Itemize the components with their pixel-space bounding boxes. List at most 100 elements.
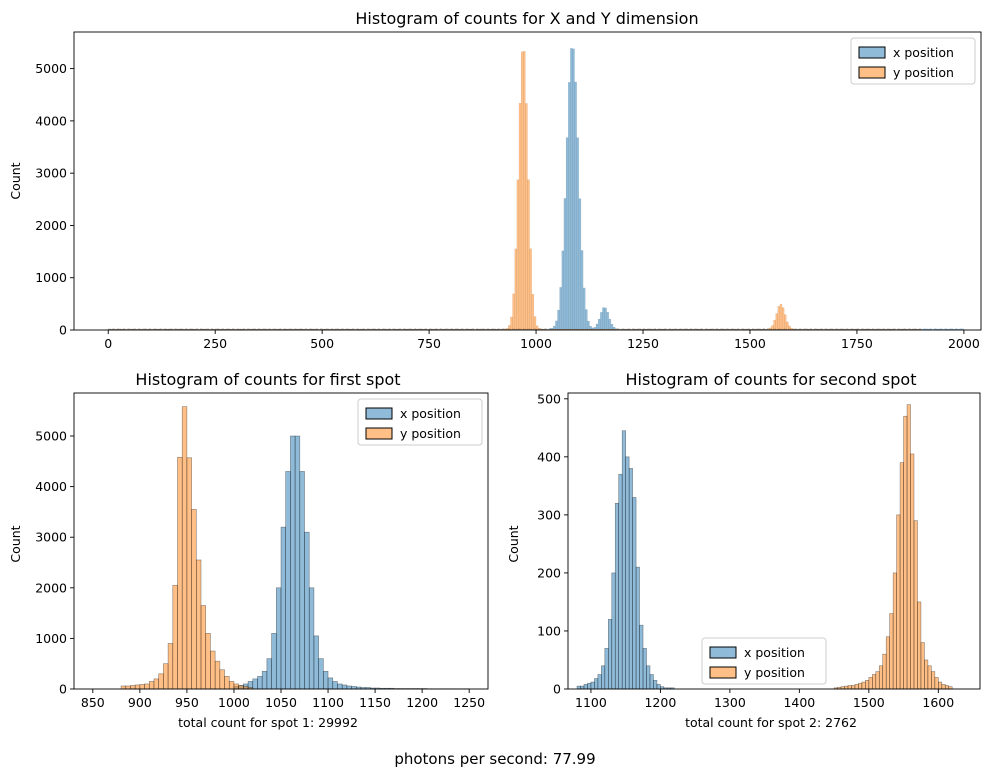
legend-label: y position [744, 665, 805, 680]
y-position-bar [210, 651, 215, 689]
x-tick-label: 1500 [853, 695, 885, 710]
legend-label: y position [893, 65, 954, 80]
x-position-bar [598, 674, 601, 689]
y-position-bar [530, 249, 532, 330]
x-position-bar [309, 588, 314, 689]
x-position-bar [305, 532, 310, 689]
x-position-bar [328, 678, 333, 689]
x-position-bar [594, 679, 597, 689]
x-axis-label: total count for spot 1: 29992 [178, 715, 358, 730]
y-position-bar [945, 686, 948, 689]
y-position-bar [911, 454, 914, 689]
legend: x position y position [851, 38, 975, 84]
y-position-bar [848, 686, 851, 689]
y-position-bar [187, 458, 192, 689]
x-tick-label: 1400 [783, 695, 815, 710]
y-position-bar [126, 686, 131, 689]
y-position-bar [178, 457, 183, 689]
x-axis-label: total count for spot 2: 2762 [685, 715, 857, 730]
y-position-bar [890, 614, 893, 689]
y-position-bar [855, 684, 858, 689]
y-position-legend-swatch [710, 667, 736, 678]
y-position-bar [145, 684, 150, 689]
x-position-bar [584, 684, 587, 689]
chart-title: Histogram of counts for first spot [135, 370, 400, 389]
x-tick-label: 1200 [406, 695, 438, 710]
x-position-bar [333, 681, 338, 689]
y-position-bar [782, 308, 784, 330]
y-position-bar [879, 666, 882, 689]
x-position-bar [647, 666, 650, 689]
y-position-bar [168, 643, 173, 689]
x-tick-label: 750 [417, 336, 441, 351]
x-position-bar [608, 619, 611, 689]
legend-label: x position [400, 406, 461, 421]
chart-xy-dimension: Histogram of counts for X and Y dimensio… [8, 9, 981, 351]
x-position-bar [605, 648, 608, 689]
x-tick-label: 1300 [714, 695, 746, 710]
chart-first-spot: Histogram of counts for first spot 850 90… [8, 370, 488, 730]
y-position-bar [225, 676, 230, 689]
histogram-bars [121, 407, 469, 689]
y-position-bar [921, 643, 924, 689]
y-position-bar [942, 684, 945, 689]
y-position-bar [201, 606, 206, 689]
x-position-bar [605, 308, 607, 330]
x-position-bar [612, 573, 615, 689]
y-tick-label: 500 [537, 391, 561, 406]
y-position-bar [159, 674, 164, 689]
x-tick-label: 500 [310, 336, 334, 351]
y-position-bar [515, 249, 517, 330]
x-position-bar [643, 648, 646, 689]
x-position-bar [570, 48, 572, 330]
y-position-bar [536, 326, 538, 330]
legend-label: y position [400, 426, 461, 441]
x-position-bar [653, 680, 656, 689]
x-tick-label: 1250 [453, 695, 485, 710]
y-position-bar [532, 294, 534, 330]
x-position-legend-swatch [710, 647, 736, 658]
y-axis-label: Count [8, 525, 23, 562]
x-tick-label: 1250 [627, 336, 659, 351]
y-position-bar [229, 681, 234, 689]
x-tick-label: 0 [104, 336, 112, 351]
x-position-bar [626, 457, 629, 689]
x-position-bar [566, 138, 568, 330]
x-tick-label: 1050 [265, 695, 297, 710]
y-position-bar [917, 602, 920, 689]
y-tick-label: 3000 [35, 166, 67, 181]
y-tick-label: 0 [59, 682, 67, 697]
x-position-bar [587, 321, 589, 330]
x-tick-label: 1000 [520, 336, 552, 351]
y-tick-label: 200 [537, 565, 561, 580]
legend: x position y position [358, 399, 482, 445]
y-position-bar [508, 325, 510, 330]
y-position-bar [182, 407, 187, 689]
x-tick-label: 1600 [922, 695, 954, 710]
y-position-bar [239, 685, 244, 689]
y-position-bar [510, 317, 512, 330]
x-position-bar [560, 287, 562, 330]
x-position-bar [602, 308, 604, 330]
y-position-bar [862, 682, 865, 689]
y-position-bar [173, 585, 178, 689]
x-position-bar [579, 199, 581, 330]
x-position-bar [257, 676, 262, 689]
y-position-bar [869, 677, 872, 689]
y-tick-label: 4000 [35, 479, 67, 494]
x-position-bar [286, 471, 291, 689]
x-position-legend-swatch [859, 47, 885, 58]
y-tick-label: 400 [537, 449, 561, 464]
y-position-bar [776, 313, 778, 330]
legend-label: x position [893, 45, 954, 60]
y-position-bar [517, 180, 519, 330]
x-position-bar [272, 633, 277, 689]
x-position-bar [290, 436, 295, 689]
x-position-bar [600, 312, 602, 330]
y-position-bar [935, 677, 938, 689]
x-tick-label: 2000 [948, 336, 980, 351]
y-position-bar [528, 180, 530, 330]
x-position-bar [342, 685, 347, 689]
photons-per-second: photons per second: 77.99 [394, 750, 595, 768]
x-tick-label: 900 [128, 695, 152, 710]
